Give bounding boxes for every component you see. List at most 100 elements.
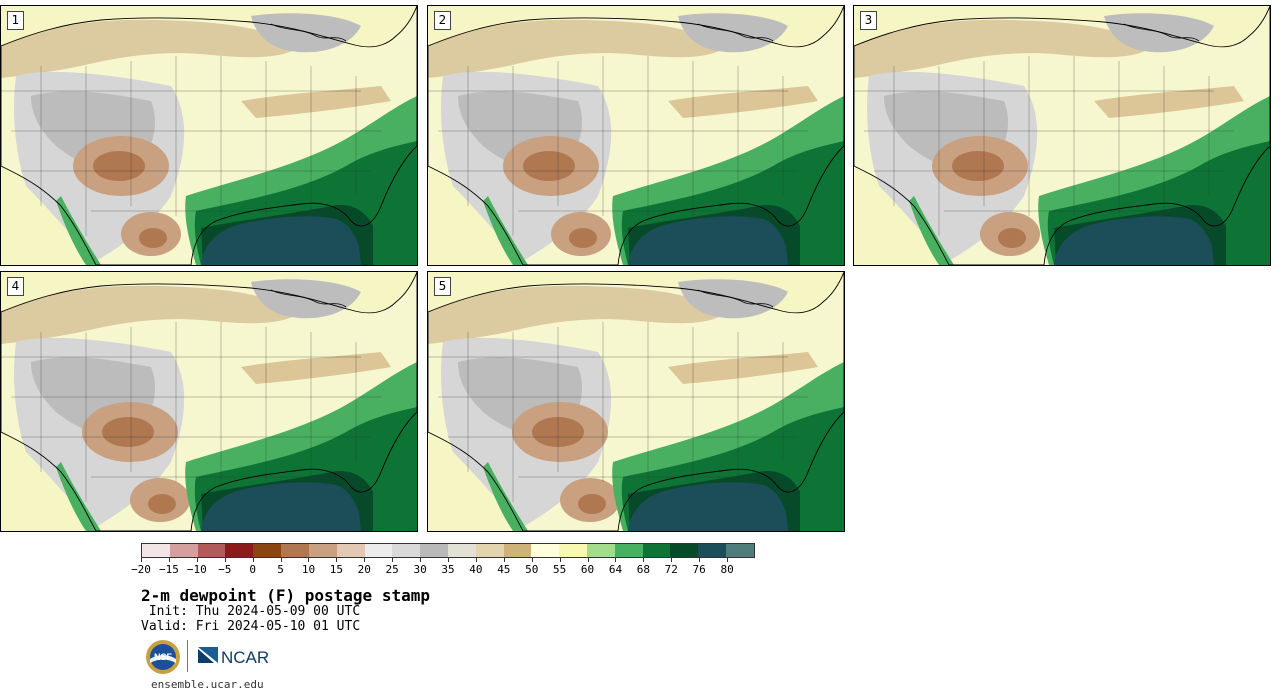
dry-core-north-inner bbox=[523, 151, 575, 181]
dry-core-south-inner bbox=[578, 494, 606, 514]
dry-band-north bbox=[428, 19, 728, 78]
gulf-of-mexico bbox=[201, 216, 361, 265]
colorbar-tick bbox=[336, 558, 338, 562]
colorbar-tick-label: 40 bbox=[469, 563, 483, 576]
colorbar-swatch bbox=[447, 544, 476, 557]
colorbar-swatch bbox=[197, 544, 226, 557]
colorbar-tick bbox=[727, 558, 729, 562]
grey-region-northeast bbox=[251, 13, 361, 53]
great-lakes-shore bbox=[270, 23, 347, 42]
panel-number: 5 bbox=[434, 277, 451, 296]
colorbar-swatch bbox=[420, 544, 448, 557]
colorbar-tick bbox=[699, 558, 701, 562]
colorbar-tick bbox=[168, 558, 170, 562]
colorbar-tick-label: 45 bbox=[497, 563, 511, 576]
grey-region-northeast bbox=[678, 279, 788, 319]
logo-divider bbox=[187, 640, 188, 672]
great-lakes-shore bbox=[697, 289, 774, 308]
colorbar-tick-label: −10 bbox=[186, 563, 207, 576]
dry-core-north-inner bbox=[952, 151, 1004, 181]
map-panel-3: 3 bbox=[853, 5, 1271, 266]
gulf-of-mexico bbox=[628, 482, 788, 531]
colorbar-swatch bbox=[336, 544, 365, 557]
coastline bbox=[428, 6, 844, 265]
dewpoint-map bbox=[428, 272, 844, 531]
colorbar-tick bbox=[587, 558, 589, 562]
mexico-coast-moist bbox=[483, 196, 528, 265]
panel-number: 3 bbox=[860, 11, 877, 30]
dry-band-north bbox=[428, 285, 728, 344]
dry-band-north bbox=[1, 285, 301, 344]
colorbar-swatch bbox=[559, 544, 587, 557]
colorbar-tick-label: 76 bbox=[692, 563, 706, 576]
dewpoint-map bbox=[1, 272, 417, 531]
colorbar-swatch bbox=[225, 544, 254, 557]
map-panel-2: 2 bbox=[427, 5, 845, 266]
great-lakes-shore bbox=[697, 23, 774, 42]
colorbar-tick-label: 15 bbox=[329, 563, 343, 576]
panel-number: 4 bbox=[7, 277, 24, 296]
colorbar-tick bbox=[420, 558, 422, 562]
dry-band-mid bbox=[241, 86, 391, 118]
colorbar-swatch bbox=[670, 544, 699, 557]
colorbar-tick bbox=[475, 558, 477, 562]
colorbar-swatch bbox=[308, 544, 337, 557]
colorbar-tick-label: 20 bbox=[357, 563, 371, 576]
colorbar-swatch bbox=[642, 544, 671, 557]
colorbar-swatch bbox=[475, 544, 504, 557]
dewpoint-map bbox=[854, 6, 1270, 265]
colorbar-tick-label: 68 bbox=[636, 563, 650, 576]
map-panel-5: 5 bbox=[427, 271, 845, 532]
colorbar-swatch bbox=[614, 544, 643, 557]
colorbar-tick-label: 72 bbox=[664, 563, 678, 576]
chart-title: 2-m dewpoint (F) postage stamp bbox=[141, 586, 430, 605]
dry-band-mid bbox=[1094, 86, 1244, 118]
great-lakes-shore bbox=[270, 289, 347, 308]
dry-core-north-inner bbox=[93, 151, 145, 181]
dry-band-north bbox=[1, 19, 301, 78]
colorbar-tick-label: 5 bbox=[277, 563, 284, 576]
coastline bbox=[854, 6, 1270, 265]
colorbar-swatch bbox=[531, 544, 560, 557]
colorbar bbox=[141, 543, 755, 558]
colorbar-tick-label: −5 bbox=[218, 563, 232, 576]
colorbar-tick bbox=[392, 558, 394, 562]
dry-band-north bbox=[854, 19, 1154, 78]
colorbar-tick-label: −20 bbox=[131, 563, 151, 576]
map-panel-4: 4 bbox=[0, 271, 418, 532]
colorbar-swatch bbox=[392, 544, 421, 557]
colorbar-tick bbox=[559, 558, 561, 562]
colorbar-tick bbox=[448, 558, 449, 562]
colorbar-tick bbox=[615, 558, 617, 562]
colorbar-tick-label: 25 bbox=[385, 563, 399, 576]
dry-core-south-inner bbox=[998, 228, 1026, 248]
ncar-logo: NCAR bbox=[198, 647, 269, 667]
dry-core-south-inner bbox=[139, 228, 167, 248]
colorbar-tick-label: 10 bbox=[301, 563, 316, 576]
gulf-of-mexico bbox=[201, 482, 361, 531]
colorbar-tick-label: 35 bbox=[441, 563, 455, 576]
dry-core-north-inner bbox=[102, 417, 154, 447]
great-lakes-shore bbox=[1123, 23, 1200, 42]
colorbar-ticks: −20 −15 −10 −5 0 5 10 15 20 25 30 35 40 45 50 55 60 64 68 7… bbox=[131, 558, 755, 578]
colorbar-tick bbox=[364, 558, 366, 562]
valid-time: Valid: Fri 2024-05-10 01 UTC bbox=[141, 619, 361, 634]
panel-number: 2 bbox=[434, 11, 451, 30]
coastline bbox=[1, 272, 417, 531]
mexico-coast-moist bbox=[56, 196, 101, 265]
gulf-of-mexico bbox=[1054, 216, 1214, 265]
colorbar-tick-label: 64 bbox=[608, 563, 623, 576]
colorbar-swatch bbox=[281, 544, 309, 557]
colorbar-tick bbox=[224, 558, 226, 562]
colorbar-tick bbox=[531, 558, 533, 562]
colorbar-swatch bbox=[587, 544, 615, 557]
grey-region-northeast bbox=[1104, 13, 1214, 53]
colorbar-tick bbox=[308, 558, 310, 562]
colorbar-swatch bbox=[698, 544, 727, 557]
dewpoint-map bbox=[428, 6, 844, 265]
dry-band-mid bbox=[241, 352, 391, 384]
colorbar-tick bbox=[196, 558, 198, 562]
nsf-logo: NSF bbox=[146, 640, 180, 674]
dry-core-south-inner bbox=[569, 228, 597, 248]
dry-band-mid bbox=[668, 352, 818, 384]
